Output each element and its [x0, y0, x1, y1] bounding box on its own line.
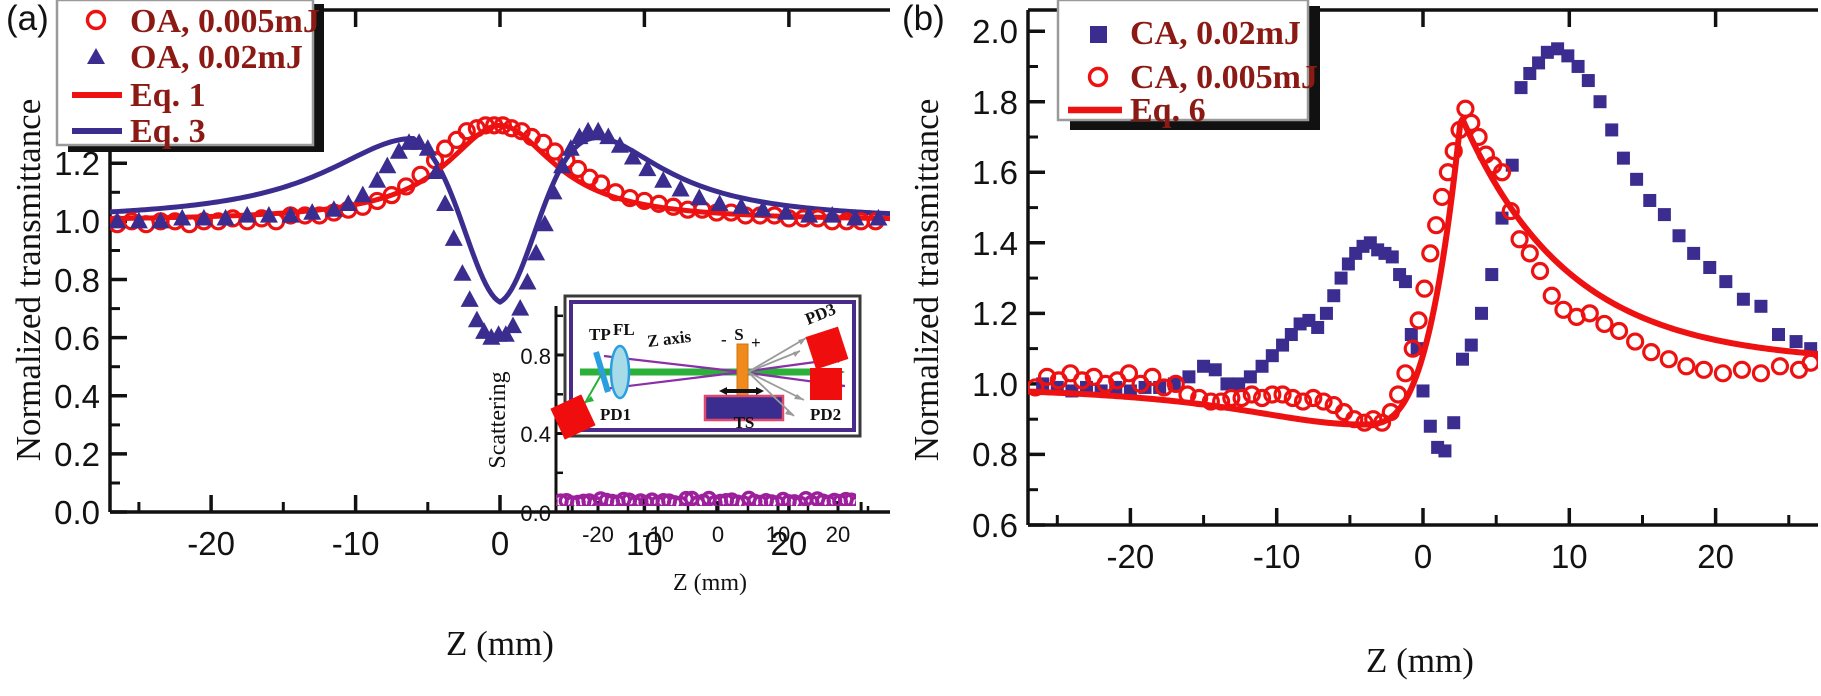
- panel-b-plot-area: [1028, 42, 1818, 458]
- panel-b-xtick-1: -10: [1253, 538, 1301, 575]
- legend-a-label-1: OA, 0.02mJ: [130, 39, 303, 76]
- legend-b-marker-circle: [1087, 66, 1109, 88]
- panel-a-xtick-3: 10: [626, 525, 663, 562]
- inset-ytick-0: 0.0: [520, 501, 551, 526]
- panel-a-ytick-1: 0.2: [54, 436, 100, 473]
- inset-xtick-1: -10: [642, 522, 674, 547]
- panel-b-ytick-6: 1.8: [972, 84, 1018, 121]
- panel-a-xtick-4: 20: [771, 525, 808, 562]
- legend-b-label-0: CA, 0.02mJ: [1130, 15, 1301, 52]
- panel-a-ytick-4: 0.8: [54, 262, 100, 299]
- panel-b-y-tick-labels: 0.6 0.8 1.0 1.2 1.4 1.6 1.8 2.0: [972, 13, 1018, 544]
- panel-a-ytick-5: 1.0: [54, 203, 100, 240]
- panel-a-xtick-2: 0: [491, 525, 509, 562]
- panel-a-svg: (a) Normalized transmittance Z (mm): [6, 0, 890, 663]
- inset-scatter-series: [556, 490, 856, 506]
- panel-a-ytick-0: 0.0: [54, 494, 100, 531]
- panel-b-series-ca-0005: [1028, 99, 1818, 432]
- panel-b-svg: (b) Normalized transmittance Z (mm): [902, 0, 1818, 680]
- panel-b-xtick-3: 10: [1551, 538, 1588, 575]
- legend-b-marker-square: [1090, 26, 1107, 43]
- panel-b-ytick-2: 1.0: [972, 366, 1018, 403]
- panel-b-ytick-4: 1.4: [972, 225, 1018, 262]
- inset-xtick-2: 0: [712, 522, 724, 547]
- panel-b-label: (b): [902, 0, 945, 38]
- tp-label: TP: [589, 325, 611, 344]
- panel-b-legend: CA, 0.02mJ CA, 0.005mJ Eq. 6: [1056, 0, 1320, 130]
- translation-stage: [703, 394, 785, 422]
- panel-b-xtick-2: 0: [1414, 538, 1432, 575]
- panel-b-ytick-5: 1.6: [972, 154, 1018, 191]
- legend-b-label-2: Eq. 6: [1130, 92, 1206, 129]
- minus-label: -: [721, 330, 727, 349]
- panel-a-inset: Scattering Z (mm) 0.0 0.4 0.8: [485, 294, 880, 596]
- panel-b-ytick-7: 2.0: [972, 13, 1018, 50]
- inset-xtick-0: -20: [582, 522, 614, 547]
- panel-a-xlabel: Z (mm): [446, 624, 554, 663]
- legend-a-label-0: OA, 0.005mJ: [130, 3, 320, 40]
- inset-ylabel: Scattering: [485, 371, 511, 468]
- legend-a-label-3: Eq. 3: [130, 113, 206, 150]
- legend-a-marker-triangle: [87, 48, 105, 64]
- legend-a-marker-circle: [85, 9, 107, 31]
- panel-b-y-ticks: [1028, 29, 1045, 527]
- panel-a: (a) Normalized transmittance Z (mm): [0, 0, 900, 696]
- panel-b-ytick-0: 0.6: [972, 507, 1018, 544]
- panel-b-x-tick-labels: -20 -10 0 10 20: [1107, 538, 1734, 575]
- panel-a-ytick-2: 0.4: [54, 378, 100, 415]
- panel-a-series-oa-002: [110, 121, 888, 345]
- panel-b-xtick-4: 20: [1697, 538, 1734, 575]
- panel-b-ylabel: Normalized transmittance: [907, 99, 946, 462]
- panel-b: (b) Normalized transmittance Z (mm): [900, 0, 1821, 696]
- focusing-lens: [609, 344, 631, 400]
- inset-xlabel: Z (mm): [673, 570, 747, 596]
- panel-b-eq6-curve: [1028, 116, 1818, 428]
- tilted-plate: [593, 351, 611, 393]
- panel-a-plot-area: [110, 116, 890, 345]
- photodetector-1: [550, 394, 596, 440]
- panel-a-ytick-3: 0.6: [54, 320, 100, 357]
- inset-ytick-1: 0.4: [520, 422, 551, 447]
- inset-ytick-2: 0.8: [520, 344, 551, 369]
- panel-b-xlabel: Z (mm): [1366, 641, 1474, 680]
- sample: [736, 343, 749, 397]
- ts-label: TS: [734, 413, 755, 432]
- panel-a-series-oa-0005: [110, 116, 885, 234]
- plus-label: +: [751, 333, 761, 352]
- panel-a-ylabel: Normalized transmittance: [9, 99, 48, 462]
- panel-a-legend: OA, 0.005mJ OA, 0.02mJ Eq. 1 Eq. 3: [55, 0, 324, 152]
- pd2-label: PD2: [810, 405, 841, 424]
- legend-b-label-1: CA, 0.005mJ: [1130, 59, 1318, 96]
- fl-label: FL: [613, 320, 635, 339]
- panel-b-xtick-0: -20: [1107, 538, 1155, 575]
- panel-a-xtick-0: -20: [187, 525, 235, 562]
- panel-a-x-tick-labels: -20 -10 0 10 20: [187, 525, 807, 562]
- photodetector-3: [805, 326, 849, 370]
- legend-a-label-2: Eq. 1: [130, 77, 206, 114]
- inset-xtick-3: 10: [766, 522, 790, 547]
- panel-b-ytick-1: 0.8: [972, 436, 1018, 473]
- photodetector-2: [810, 368, 842, 400]
- inset-xtick-4: 20: [826, 522, 850, 547]
- panel-b-ytick-3: 1.2: [972, 295, 1018, 332]
- panel-a-eq3-curve: [110, 135, 890, 305]
- pd1-label: PD1: [600, 405, 631, 424]
- panel-a-xtick-1: -10: [332, 525, 380, 562]
- sample-label: S: [734, 325, 743, 344]
- panel-a-label: (a): [6, 0, 49, 38]
- experimental-setup-diagram: PD1 TS TP FL Z axis S - +: [550, 294, 862, 440]
